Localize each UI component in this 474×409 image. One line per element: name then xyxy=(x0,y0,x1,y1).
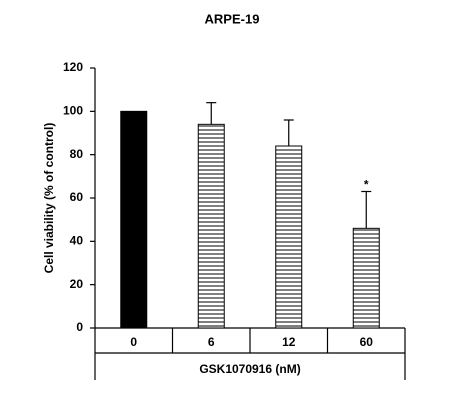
chart-title: ARPE-19 xyxy=(205,11,260,26)
bar xyxy=(275,145,303,329)
y-tick-label: 100 xyxy=(63,104,83,118)
bar xyxy=(197,123,225,329)
y-tick-label: 0 xyxy=(76,320,83,334)
x-axis-label: GSK1070916 (nM) xyxy=(199,362,300,376)
x-tick-label: 60 xyxy=(360,335,374,349)
x-tick-label: 6 xyxy=(208,335,215,349)
significance-mark: * xyxy=(364,178,369,192)
y-tick-label: 20 xyxy=(70,277,84,291)
bar xyxy=(120,110,148,329)
x-tick-label: 12 xyxy=(282,335,296,349)
x-tick-label: 0 xyxy=(130,335,137,349)
y-tick-label: 40 xyxy=(70,234,84,248)
y-tick-label: 60 xyxy=(70,190,84,204)
y-axis-label: Cell viability (% of control) xyxy=(42,123,56,274)
y-tick-label: 120 xyxy=(63,60,83,74)
y-tick-label: 80 xyxy=(70,147,84,161)
bar xyxy=(352,227,380,329)
